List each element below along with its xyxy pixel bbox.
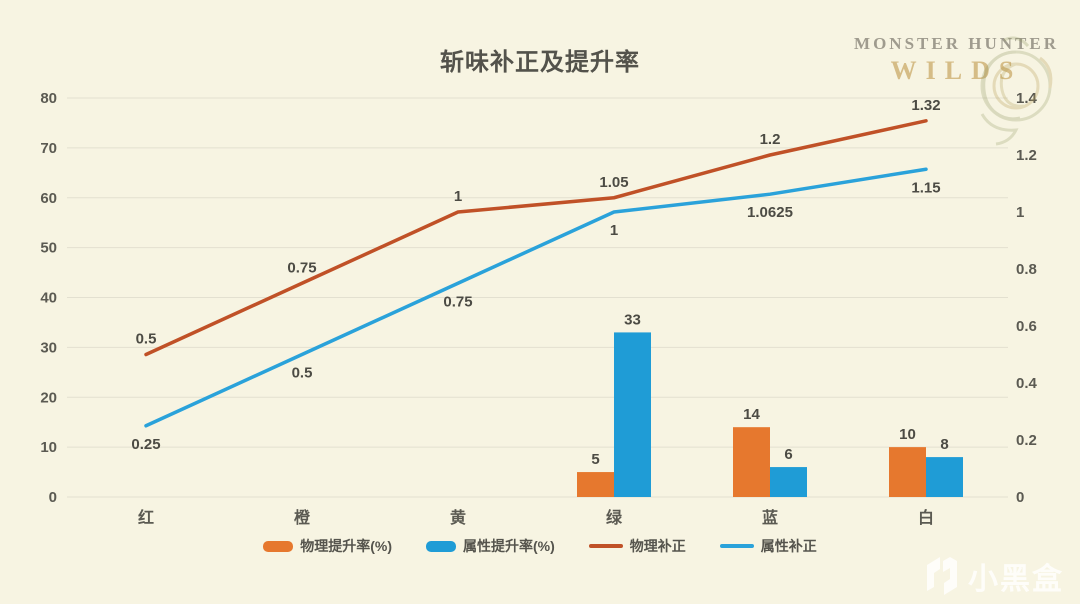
bar-value-label: 33 — [624, 311, 641, 328]
x-axis-category-label: 白 — [918, 508, 934, 527]
line-value-label: 1 — [454, 188, 462, 205]
line-value-label: 1.05 — [599, 174, 628, 191]
left-axis-tick-label: 80 — [40, 90, 57, 107]
line-value-label: 1.0625 — [747, 204, 793, 221]
right-axis-tick-label: 0.4 — [1016, 375, 1038, 392]
line-value-label: 1.32 — [911, 97, 940, 114]
left-axis-tick-label: 10 — [40, 439, 57, 456]
left-axis-tick-label: 40 — [40, 290, 57, 307]
line-series-path — [144, 119, 928, 357]
line-value-label: 0.5 — [136, 331, 157, 348]
legend-swatch-icon — [588, 544, 623, 548]
x-axis-category-label: 蓝 — [762, 508, 778, 527]
legend-item: 属性补正 — [719, 536, 817, 556]
x-axis-category-label: 黄 — [450, 508, 466, 527]
legend-label: 物理提升率(%) — [300, 538, 392, 554]
legend-item: 物理提升率(%) — [263, 536, 392, 556]
line-value-label: 0.25 — [131, 436, 160, 453]
line-value-label: 0.5 — [292, 365, 313, 382]
line-value-label: 1.15 — [911, 179, 940, 196]
legend-item: 物理补正 — [588, 536, 686, 556]
chart-title: 斩味补正及提升率 — [440, 49, 640, 76]
legend-swatch-icon — [426, 540, 456, 552]
left-axis-tick-label: 20 — [40, 389, 57, 406]
right-axis-tick-label: 1 — [1016, 204, 1024, 221]
right-axis-tick-label: 1.4 — [1016, 90, 1038, 107]
right-axis-tick-label: 0.8 — [1016, 261, 1037, 278]
legend-label: 物理补正 — [629, 538, 686, 554]
bar — [889, 447, 926, 497]
line-value-label: 0.75 — [443, 293, 472, 310]
bar — [614, 332, 651, 497]
left-axis-tick-label: 60 — [40, 190, 57, 207]
line-series-path — [144, 167, 928, 428]
right-axis-tick-label: 0 — [1016, 489, 1024, 506]
legend-swatch-icon — [263, 540, 294, 552]
bar — [733, 427, 770, 497]
legend-label: 属性补正 — [760, 538, 817, 554]
bar-value-label: 5 — [591, 451, 599, 468]
left-axis-tick-label: 30 — [40, 339, 57, 356]
x-axis-category-label: 红 — [138, 508, 154, 527]
bar-value-label: 14 — [743, 406, 760, 423]
bar — [577, 472, 614, 497]
line-value-label: 1.2 — [760, 131, 781, 148]
bar-value-label: 6 — [784, 446, 792, 463]
bar-value-label: 8 — [940, 436, 948, 453]
x-axis-category-label: 绿 — [606, 508, 623, 527]
legend: 物理提升率(%) 属性提升率(%) 物理补正 属性补正 — [0, 536, 1080, 556]
line-value-label: 0.75 — [287, 259, 316, 276]
bar-value-label: 10 — [899, 426, 916, 443]
right-axis-tick-label: 0.6 — [1016, 318, 1037, 335]
left-axis-tick-label: 50 — [40, 240, 57, 257]
right-axis-tick-label: 1.2 — [1016, 147, 1037, 164]
x-axis-category-label: 橙 — [294, 508, 311, 527]
legend-label: 属性提升率(%) — [463, 538, 555, 554]
right-axis-tick-label: 0.2 — [1016, 432, 1037, 449]
line-value-label: 1 — [610, 222, 618, 239]
left-axis-tick-label: 0 — [49, 489, 57, 506]
legend-swatch-icon — [719, 544, 754, 548]
bar — [926, 457, 963, 497]
bar — [770, 467, 807, 497]
legend-item: 属性提升率(%) — [426, 536, 555, 556]
left-axis-tick-label: 70 — [40, 140, 57, 157]
